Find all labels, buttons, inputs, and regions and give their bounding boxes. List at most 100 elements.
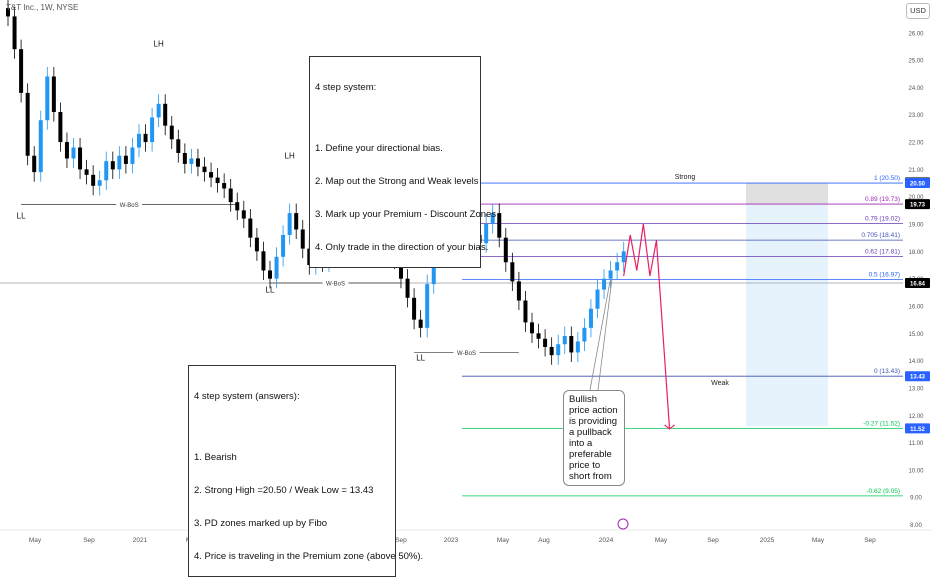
x-tick-label: Sep <box>395 537 407 544</box>
candle-body <box>248 218 253 238</box>
y-tick-label: 15.00 <box>908 332 924 338</box>
bos-label: W-BoS <box>457 351 476 357</box>
answers-note-title: 4 step system (answers): <box>194 391 300 402</box>
answers-note-item: 4. Price is traveling in the Premium zon… <box>194 551 424 562</box>
candle-body <box>549 346 554 356</box>
candle-body <box>621 251 626 263</box>
fib-label: -0.62 (9.05) <box>866 488 900 495</box>
system-note-item: 2. Map out the Strong and Weak levels <box>315 176 479 187</box>
price-tag-label: 11.52 <box>910 427 925 433</box>
price-tag-label: 19.73 <box>910 203 926 209</box>
weak-label: Weak <box>711 380 729 387</box>
candle-body <box>137 133 141 148</box>
callout-pointer <box>589 281 611 391</box>
logo-icon <box>617 518 629 530</box>
bullish-callout: Bullish price action is providing a pull… <box>563 390 625 486</box>
price-tag <box>905 178 930 189</box>
system-note-item: 4. Only trade in the direction of your b… <box>315 242 489 253</box>
candle-body <box>38 120 43 173</box>
candle-body <box>562 336 567 345</box>
candle-body <box>602 278 607 290</box>
candle-body <box>176 139 181 153</box>
candle-body <box>412 297 417 320</box>
system-note-item: 1. Define your directional bias. <box>315 143 443 154</box>
answers-note-item: 1. Bearish <box>194 452 237 463</box>
x-tick-label: Sep <box>864 537 876 544</box>
y-tick-label: 19.00 <box>908 223 924 229</box>
candle-body <box>110 161 115 170</box>
candle-body <box>189 158 194 164</box>
x-tick-label: 2023 <box>444 537 459 544</box>
candle-body <box>399 259 403 279</box>
fib-label: 0.89 (19.73) <box>865 196 900 203</box>
y-tick-label: 23.00 <box>908 113 924 119</box>
candle-body <box>97 180 102 186</box>
candle-body <box>195 158 200 167</box>
bos-label: W-BoS <box>326 282 345 288</box>
candle-body <box>6 8 10 17</box>
fib-label: 0 (13.43) <box>874 368 900 375</box>
bos-label-bg <box>453 348 480 357</box>
y-tick-label: 9.00 <box>910 496 922 502</box>
candle-body <box>241 210 246 219</box>
candle-body <box>569 336 574 353</box>
fib-label: 0.705 (18.41) <box>861 232 900 239</box>
candle-body <box>169 125 174 140</box>
y-tick-label: 16.00 <box>908 304 924 310</box>
candle-body <box>71 147 76 159</box>
candle-body <box>84 169 89 175</box>
x-tick-label: Sep <box>707 537 719 544</box>
y-tick-label: 10.00 <box>908 468 924 474</box>
x-tick-label: Sep <box>83 537 95 544</box>
symbol-title: T&T Inc., 1W, NYSE <box>6 3 79 12</box>
swing-label: LL <box>416 354 425 363</box>
price-tag <box>905 423 930 434</box>
candle-body <box>490 213 495 225</box>
candle-body <box>32 155 37 173</box>
currency-button[interactable]: USD <box>906 3 930 19</box>
x-tick-label: 2024 <box>599 537 614 544</box>
candle-body <box>78 147 83 170</box>
candle-body <box>215 177 220 184</box>
projection-path <box>623 223 671 429</box>
candle-body <box>484 224 489 244</box>
candle-body <box>425 284 430 328</box>
y-tick-label: 11.00 <box>909 441 924 447</box>
candle-body <box>202 166 207 173</box>
candle-body <box>51 76 56 113</box>
candle-body <box>503 237 508 263</box>
y-tick-label: 21.00 <box>908 168 924 174</box>
y-tick-label: 26.00 <box>908 31 924 37</box>
answers-note-item: 3. PD zones marked up by Fibo <box>194 518 328 529</box>
strong-label: Strong <box>675 174 696 181</box>
candle-body <box>91 174 96 186</box>
candle-body <box>595 289 600 309</box>
system-note: 4 step system: 1. Define your directiona… <box>309 56 496 268</box>
y-tick-label: 22.00 <box>908 141 924 147</box>
candle-body <box>156 103 161 118</box>
x-tick-label: May <box>29 537 42 544</box>
swing-label: LL <box>17 212 26 221</box>
candle-body <box>209 172 214 178</box>
x-tick-label: Aug <box>538 537 550 544</box>
candle-body <box>582 327 587 342</box>
y-tick-label: 14.00 <box>908 359 924 365</box>
callout-pointer <box>597 278 613 391</box>
x-tick-label: May <box>812 537 825 544</box>
candle-body <box>294 213 299 230</box>
y-tick-label: 12.00 <box>908 414 924 420</box>
candle-body <box>222 183 227 189</box>
price-tag <box>905 199 930 210</box>
candle-body <box>64 142 69 159</box>
candle-body <box>274 256 279 279</box>
swing-label: LH <box>154 39 164 48</box>
candle-body <box>104 161 109 181</box>
strong-zone-box <box>746 183 828 205</box>
candle-body <box>530 322 534 334</box>
projection-arrowhead <box>664 424 675 430</box>
candle-body <box>150 117 155 143</box>
candle-body <box>182 152 187 164</box>
answers-note-item: 2. Strong High =20.50 / Weak Low = 13.43 <box>194 485 374 496</box>
candle-body <box>268 270 272 279</box>
fib-label: -0.27 (11.52) <box>863 420 900 427</box>
